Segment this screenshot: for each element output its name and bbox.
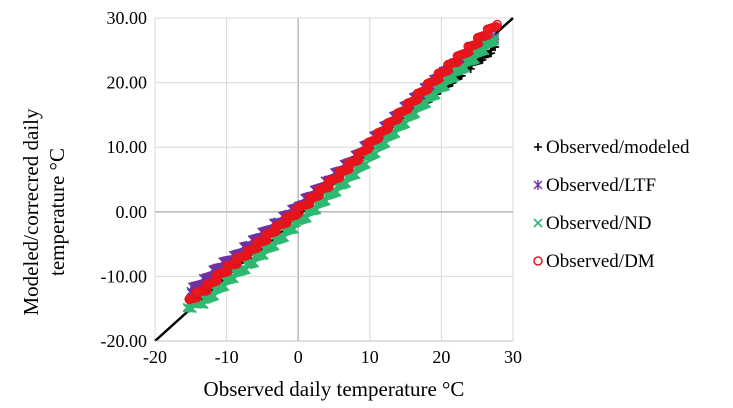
y-tick-label: 20.00 (107, 73, 148, 93)
x-tick-label: 0 (294, 347, 303, 367)
data-point (490, 36, 500, 46)
legend-label: Observed/ND (546, 213, 652, 234)
x-axis-title: Observed daily temperature °C (204, 377, 465, 401)
data-point (492, 19, 502, 30)
legend-label: Observed/DM (546, 251, 655, 272)
y-tick-label: 10.00 (107, 137, 148, 157)
data-point (184, 294, 195, 305)
data-point (256, 250, 266, 260)
legend-marker (534, 143, 542, 151)
y-tick-label: -10.00 (101, 266, 148, 286)
legend-item: Observed/DM (533, 251, 655, 272)
data-point (271, 226, 281, 237)
x-tick-label: -10 (215, 347, 239, 367)
y-tick-label: 30.00 (107, 8, 148, 28)
legend-item: Observed/ND (533, 213, 652, 234)
y-axis-title-line-2: temperature °C (45, 148, 69, 276)
series-observed-dm (184, 19, 502, 305)
data-point (304, 198, 315, 209)
legend-label: Observed/LTF (546, 175, 656, 196)
x-tick-label: 20 (432, 347, 450, 367)
x-tick-label: -20 (143, 347, 167, 367)
grid-lines (154, 17, 514, 342)
y-tick-label: 0.00 (116, 202, 148, 222)
legend: Observed/modeled Observed/LTF Observed/ND O… (533, 137, 690, 272)
tick-labels: -20 -10 0 10 20 30 -20.00 -10.00 0.00 10.00 20.00 3… (101, 8, 523, 367)
y-tick-label: -20.00 (101, 331, 148, 351)
x-tick-label: 30 (504, 347, 522, 367)
legend-label: Observed/modeled (546, 137, 690, 158)
data-point (490, 32, 500, 42)
legend-marker (533, 180, 543, 190)
legend-marker (533, 218, 543, 228)
x-tick-label: 10 (361, 347, 379, 367)
data-point (182, 302, 192, 312)
legend-marker (533, 256, 543, 266)
legend-item: Observed/LTF (533, 175, 656, 196)
data-points (182, 19, 502, 314)
y-axis-title-line-1: Modeled/correcred daily (19, 108, 43, 315)
legend-item: Observed/modeled (534, 137, 690, 158)
